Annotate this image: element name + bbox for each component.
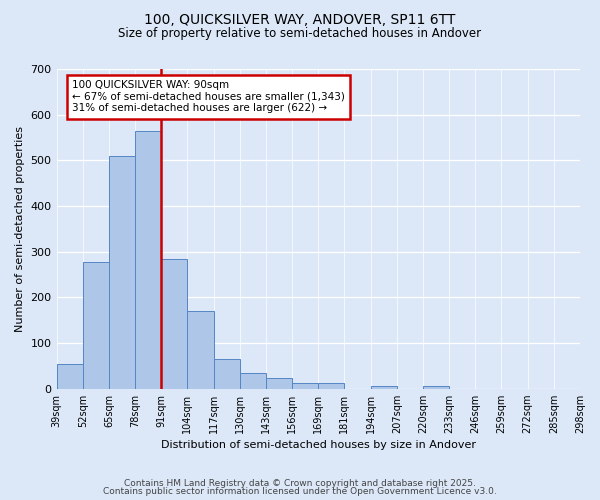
Text: Contains public sector information licensed under the Open Government Licence v3: Contains public sector information licen… [103, 487, 497, 496]
Bar [292, 383, 318, 388]
Text: 100 QUICKSILVER WAY: 90sqm
← 67% of semi-detached houses are smaller (1,343)
31%: 100 QUICKSILVER WAY: 90sqm ← 67% of semi… [72, 80, 345, 114]
X-axis label: Distribution of semi-detached houses by size in Andover: Distribution of semi-detached houses by … [161, 440, 476, 450]
Bar [161, 260, 187, 388]
Y-axis label: Number of semi-detached properties: Number of semi-detached properties [15, 126, 25, 332]
Bar [266, 378, 292, 388]
Bar [109, 156, 135, 388]
Bar [56, 364, 83, 388]
Text: 100, QUICKSILVER WAY, ANDOVER, SP11 6TT: 100, QUICKSILVER WAY, ANDOVER, SP11 6TT [145, 12, 455, 26]
Bar [83, 262, 109, 388]
Bar [371, 386, 397, 388]
Bar [187, 311, 214, 388]
Bar [214, 359, 240, 388]
Bar [135, 130, 161, 388]
Text: Contains HM Land Registry data © Crown copyright and database right 2025.: Contains HM Land Registry data © Crown c… [124, 478, 476, 488]
Bar [240, 372, 266, 388]
Bar [423, 386, 449, 388]
Bar [318, 383, 344, 388]
Text: Size of property relative to semi-detached houses in Andover: Size of property relative to semi-detach… [118, 28, 482, 40]
